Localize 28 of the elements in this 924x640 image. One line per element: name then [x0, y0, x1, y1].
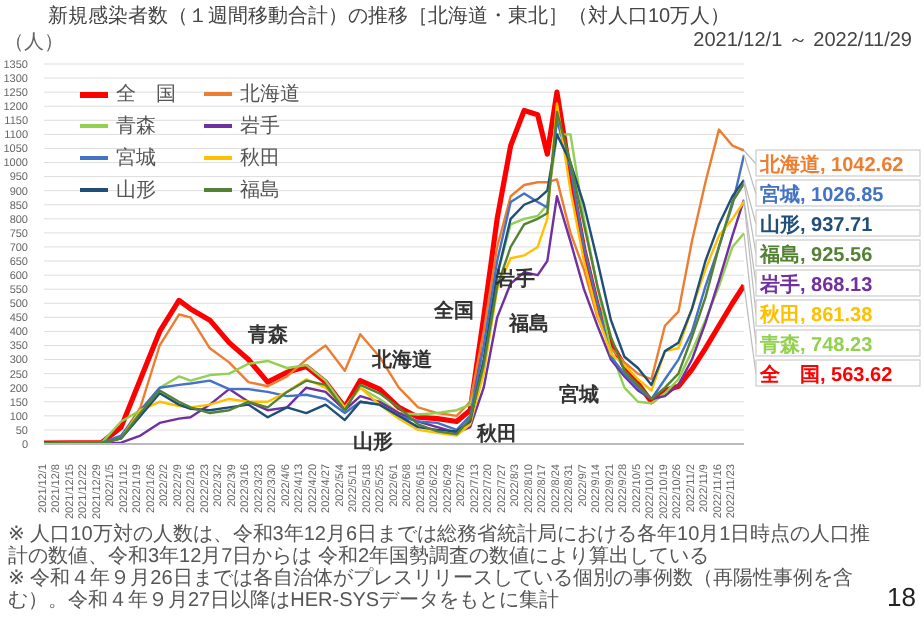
y-axis-title: （人） — [4, 30, 64, 56]
data-label: 北海道, 1042.62 — [758, 153, 905, 177]
annotation: 青森 — [245, 322, 290, 347]
legend-label: 秋田 — [240, 145, 280, 172]
legend-label: 宮城 — [116, 145, 156, 172]
annotation: 宮城 — [558, 382, 599, 407]
annotation: 全国 — [431, 299, 474, 324]
text: 2021/12/1 ～ 2022/11/29 — [693, 28, 912, 54]
data-label: 宮城, 1026.85 — [760, 183, 885, 207]
annotation: 福島 — [507, 312, 550, 337]
legend-label: 全 国 — [116, 82, 176, 108]
data-label: 全 国, 563.62 — [758, 363, 894, 387]
legend-label: 山形 — [116, 177, 156, 204]
legend-label: 福島 — [240, 177, 280, 204]
data-label: 山形, 937.71 — [760, 213, 874, 237]
text: ※ 令和４年９月26日までは各自治体がプレスリリースしている個別の事例数（再陽性事例を含む）。令和４年９月27日以降はHER-SYSデータをもとに集計 — [8, 568, 855, 612]
data-label: 岩手, 868.13 — [758, 273, 874, 297]
legend-label: 青森 — [116, 113, 156, 140]
data-label: 福島, 925.56 — [758, 243, 874, 267]
legend-label: 岩手 — [240, 113, 280, 140]
data-label: 青森, 748.23 — [758, 333, 874, 357]
data-label: 秋田, 861.38 — [758, 303, 874, 327]
text: ※ 人口10万対の人数は、令和3年12月6日までは総務省統計局における各年10月1日時点の人口推計の数値、令和3年12月7日からは 令和2年国勢調査の数値により算出している — [8, 524, 873, 568]
chart-title: 新規感染者数（１週間移動合計）の推移［北海道・東北］（対人口10万人） — [48, 3, 731, 30]
legend-label: 北海道 — [240, 81, 300, 108]
annotation: 山形 — [352, 430, 393, 455]
text: 18 — [887, 582, 916, 612]
annotation: 秋田 — [474, 421, 517, 446]
